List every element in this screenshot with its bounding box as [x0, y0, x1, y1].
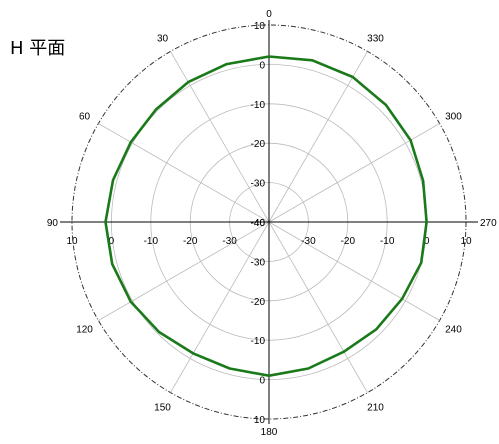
grid-spoke — [268, 221, 440, 321]
radial-tick-label: 0 — [424, 236, 430, 247]
radial-tick-label: 0 — [259, 60, 265, 71]
radial-tick-label: 10 — [66, 236, 78, 247]
radial-tick-label: -40 — [251, 218, 266, 229]
grid-spoke — [170, 51, 270, 223]
series-point — [268, 374, 270, 377]
angle-label: 210 — [367, 402, 384, 413]
series-point — [158, 331, 160, 333]
radial-tick-label: -30 — [251, 257, 266, 268]
angle-label: 60 — [79, 112, 91, 123]
grid-spoke — [268, 51, 368, 223]
series-point — [385, 104, 387, 106]
series-point — [130, 141, 132, 144]
radial-tick-label: -10 — [251, 100, 266, 111]
grid-spoke — [268, 123, 440, 223]
grid-spoke — [170, 221, 270, 393]
angle-label: 330 — [367, 34, 384, 45]
series-point — [112, 179, 114, 181]
radial-tick-label: -10 — [144, 236, 159, 247]
series-point — [155, 108, 157, 110]
series-point — [343, 350, 345, 353]
series-point — [130, 300, 132, 303]
radial-tick-label: 10 — [254, 415, 266, 426]
chart-title: H 平面 — [10, 38, 66, 59]
radial-tick-label: -20 — [183, 236, 198, 247]
angle-label: 270 — [480, 218, 497, 229]
series-point — [409, 139, 412, 142]
series-point — [192, 352, 194, 355]
angle-label: 30 — [157, 34, 169, 45]
radial-tick-label: -30 — [222, 236, 237, 247]
series-point — [225, 63, 228, 65]
series-point — [351, 76, 354, 78]
angle-label: 120 — [76, 325, 93, 336]
grid-spoke — [98, 221, 270, 321]
series-point — [311, 59, 314, 62]
radial-tick-label: -30 — [301, 236, 316, 247]
radial-tick-label: -30 — [251, 179, 266, 190]
series-point — [401, 298, 403, 300]
series-point — [307, 367, 310, 370]
grid-spoke — [268, 221, 368, 393]
radial-tick-label: -10 — [380, 236, 395, 247]
angle-label: 0 — [266, 9, 272, 20]
series-point — [420, 261, 423, 264]
series-point — [104, 221, 107, 223]
radial-tick-label: -10 — [251, 336, 266, 347]
series-point — [187, 81, 190, 83]
radial-tick-label: -20 — [251, 139, 266, 150]
grid-spoke — [98, 123, 270, 223]
angle-label: 240 — [445, 325, 462, 336]
angle-label: 150 — [154, 402, 171, 413]
radial-tick-label: -20 — [341, 236, 356, 247]
series-point — [422, 179, 424, 182]
radial-tick-label: 0 — [259, 376, 265, 387]
angle-label: 90 — [47, 218, 59, 229]
radial-tick-label: 10 — [254, 21, 266, 32]
series-point — [375, 328, 378, 331]
angle-label: 180 — [261, 427, 278, 438]
radial-tick-label: 10 — [460, 236, 472, 247]
radial-tick-label: 0 — [109, 236, 115, 247]
radial-tick-label: -20 — [251, 297, 266, 308]
angle-label: 300 — [445, 112, 462, 123]
series-point — [425, 221, 428, 223]
series-point — [228, 367, 231, 370]
series-point — [268, 55, 270, 58]
radial-tick-label: -40 — [251, 218, 266, 229]
series-point — [111, 263, 114, 265]
